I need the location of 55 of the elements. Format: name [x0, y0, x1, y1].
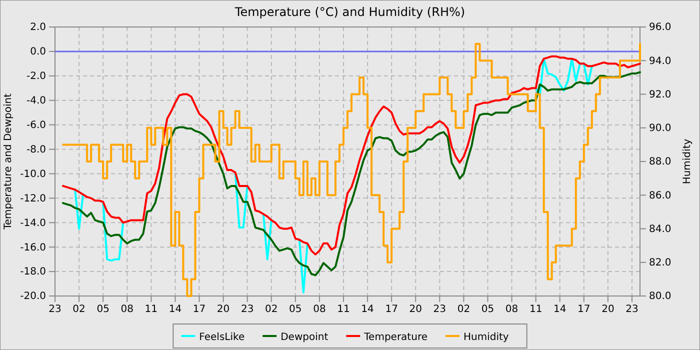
y-tick-label: -6.0: [26, 120, 46, 132]
y2-tick-label: 90.0: [649, 123, 672, 134]
x-tick-label: 23: [626, 304, 638, 316]
x-tick-label: 14: [168, 304, 182, 316]
x-tick-label: 20: [409, 304, 422, 316]
x-tick-label: 23: [433, 304, 446, 316]
y-tick-label: -2.0: [26, 71, 46, 82]
line-series: [62, 55, 641, 256]
y-tick-label: -10.0: [20, 168, 46, 180]
y-tick-label: -14.0: [20, 218, 46, 229]
y2-tick-label: 80.0: [649, 291, 672, 302]
y-tick-label: -12.0: [20, 193, 46, 204]
y2-tick-label: 96.0: [649, 22, 672, 34]
x-tick-label: 05: [289, 304, 302, 316]
line-series: [62, 71, 641, 276]
y-tick-label: 0.0: [30, 46, 46, 58]
x-tick-label: 02: [457, 304, 470, 316]
x-tick-label: 14: [553, 304, 566, 316]
x-tick-label: 05: [481, 304, 494, 316]
x-tick-label: 17: [385, 304, 398, 316]
y-tick-label: -16.0: [20, 242, 46, 254]
y2-tick-label: 86.0: [649, 190, 672, 202]
x-tick-label: 11: [529, 304, 542, 316]
y2-tick-label: 82.0: [649, 258, 672, 269]
chart-title: Temperature (°C) and Humidity (RH%): [234, 5, 466, 19]
x-tick-label: 08: [120, 304, 134, 316]
x-tick-label: 20: [216, 304, 230, 316]
legend-label: Temperature: [363, 332, 428, 343]
x-tick-label: 08: [505, 304, 518, 316]
y2-axis-title: Humidity: [682, 138, 693, 184]
x-tick-label: 11: [144, 304, 158, 316]
y2-tick-label: 84.0: [649, 224, 672, 235]
x-tick-label: 05: [96, 304, 110, 316]
x-tick-label: 23: [240, 304, 254, 316]
x-tick-label: 14: [361, 304, 374, 316]
y-tick-label: 2.0: [30, 22, 46, 34]
y2-tick-label: 92.0: [649, 89, 672, 100]
x-tick-label: 08: [313, 304, 326, 316]
y-tick-label: -8.0: [26, 144, 46, 156]
x-tick-label: 02: [265, 304, 278, 316]
y-tick-label: -18.0: [20, 266, 46, 278]
legend-label: Dewpoint: [280, 332, 328, 343]
x-tick-label: 02: [72, 304, 86, 316]
x-tick-label: 17: [192, 304, 206, 316]
x-tick-label: 23: [48, 304, 62, 316]
legend-label: Humidity: [464, 332, 509, 343]
x-tick-label: 11: [337, 304, 350, 316]
y2-tick-label: 88.0: [649, 156, 672, 168]
x-tick-label: 20: [602, 304, 614, 316]
y-axis-title: Temperature and Dewpoint: [3, 93, 14, 231]
y2-tick-label: 94.0: [649, 56, 672, 67]
x-tick-label: 17: [578, 304, 590, 316]
legend-label: FeelsLike: [199, 332, 245, 343]
y-tick-label: -20.0: [20, 291, 46, 302]
y-tick-label: -4.0: [26, 96, 46, 107]
